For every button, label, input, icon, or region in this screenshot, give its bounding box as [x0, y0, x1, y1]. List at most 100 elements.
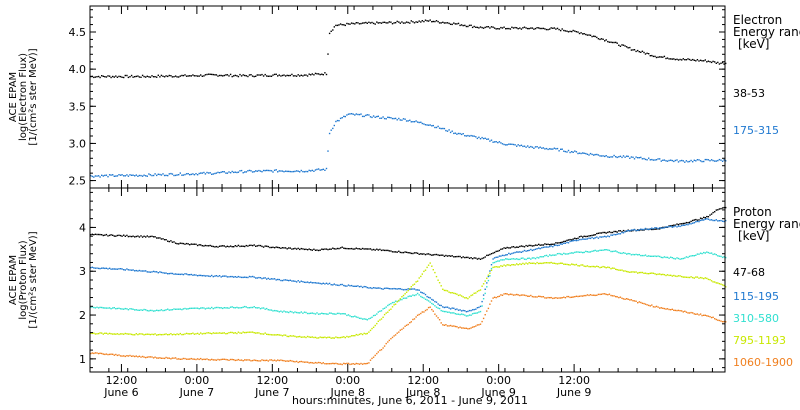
data-point: [233, 306, 235, 309]
data-point: [412, 288, 414, 290]
data-point: [684, 310, 686, 312]
data-point: [401, 298, 403, 301]
data-point: [328, 336, 331, 338]
data-point: [236, 75, 238, 77]
data-point: [102, 353, 104, 355]
data-point: [112, 307, 114, 309]
data-point: [344, 115, 346, 118]
data-point: [453, 312, 455, 314]
data-point: [434, 253, 436, 256]
data-point: [418, 294, 420, 296]
data-point: [108, 75, 111, 77]
data-point: [380, 318, 383, 320]
data-point: [167, 308, 169, 310]
data-point: [442, 288, 444, 290]
data-point: [237, 307, 240, 309]
data-point: [410, 286, 412, 288]
data-point: [600, 236, 603, 238]
data-point: [127, 333, 130, 335]
data-point: [481, 257, 483, 260]
data-point: [618, 44, 620, 46]
data-point: [228, 171, 230, 173]
data-point: [600, 232, 603, 234]
data-point: [162, 272, 164, 274]
data-point: [398, 331, 400, 333]
data-point: [401, 328, 403, 331]
data-point: [141, 270, 144, 272]
data-point: [262, 246, 265, 248]
data-point: [316, 337, 318, 339]
data-point: [582, 251, 584, 254]
data-point: [593, 234, 595, 236]
data-point: [503, 143, 505, 146]
data-point: [374, 354, 376, 357]
data-point: [341, 336, 343, 338]
data-point: [113, 307, 115, 309]
data-point: [157, 74, 159, 76]
data-point: [549, 297, 551, 299]
data-point: [137, 235, 139, 237]
data-point: [618, 296, 620, 299]
data-point: [402, 327, 405, 329]
data-point: [530, 244, 532, 247]
data-point: [538, 295, 540, 297]
data-point: [99, 233, 101, 236]
data-point: [707, 251, 710, 254]
data-point: [308, 248, 310, 250]
data-point: [102, 175, 104, 177]
data-point: [508, 143, 510, 145]
data-point: [245, 171, 247, 173]
data-point: [692, 222, 694, 224]
data-point: [663, 307, 666, 310]
data-point: [138, 174, 141, 177]
data-point: [616, 231, 618, 233]
data-point: [291, 248, 293, 250]
data-point: [662, 159, 664, 161]
data-point: [365, 21, 367, 24]
data-point: [369, 359, 372, 361]
data-point: [402, 22, 405, 24]
data-point: [413, 252, 416, 254]
data-point: [195, 274, 197, 276]
data-point: [130, 355, 133, 357]
data-point: [720, 62, 722, 64]
data-point: [94, 267, 97, 269]
data-point: [385, 249, 387, 252]
data-point: [589, 34, 592, 36]
data-point: [547, 255, 549, 258]
data-point: [325, 337, 328, 339]
data-point: [545, 28, 548, 31]
data-point: [284, 279, 287, 281]
data-point: [489, 140, 491, 142]
data-point: [383, 249, 386, 252]
data-point: [116, 234, 119, 237]
data-point: [398, 21, 400, 23]
data-point: [143, 356, 145, 358]
data-point: [311, 169, 313, 172]
data-point: [482, 283, 485, 285]
data-point: [286, 74, 288, 77]
data-point: [572, 238, 574, 240]
data-point: [454, 132, 457, 134]
data-point: [207, 332, 210, 334]
data-point: [556, 263, 559, 265]
data-point: [704, 314, 706, 316]
data-point: [633, 300, 636, 302]
data-point: [324, 72, 326, 74]
data-point: [391, 251, 394, 253]
data-point: [431, 125, 433, 127]
data-point: [516, 27, 518, 29]
data-point: [498, 266, 501, 268]
data-point: [110, 268, 112, 270]
data-point: [468, 327, 471, 330]
data-point: [218, 275, 221, 277]
data-point: [170, 309, 172, 311]
data-point: [534, 146, 537, 148]
data-point: [608, 249, 611, 252]
data-point: [710, 61, 713, 64]
data-point: [549, 245, 551, 248]
data-point: [105, 332, 108, 334]
data-point: [412, 252, 414, 255]
data-point: [380, 117, 383, 119]
data-point: [470, 294, 472, 297]
